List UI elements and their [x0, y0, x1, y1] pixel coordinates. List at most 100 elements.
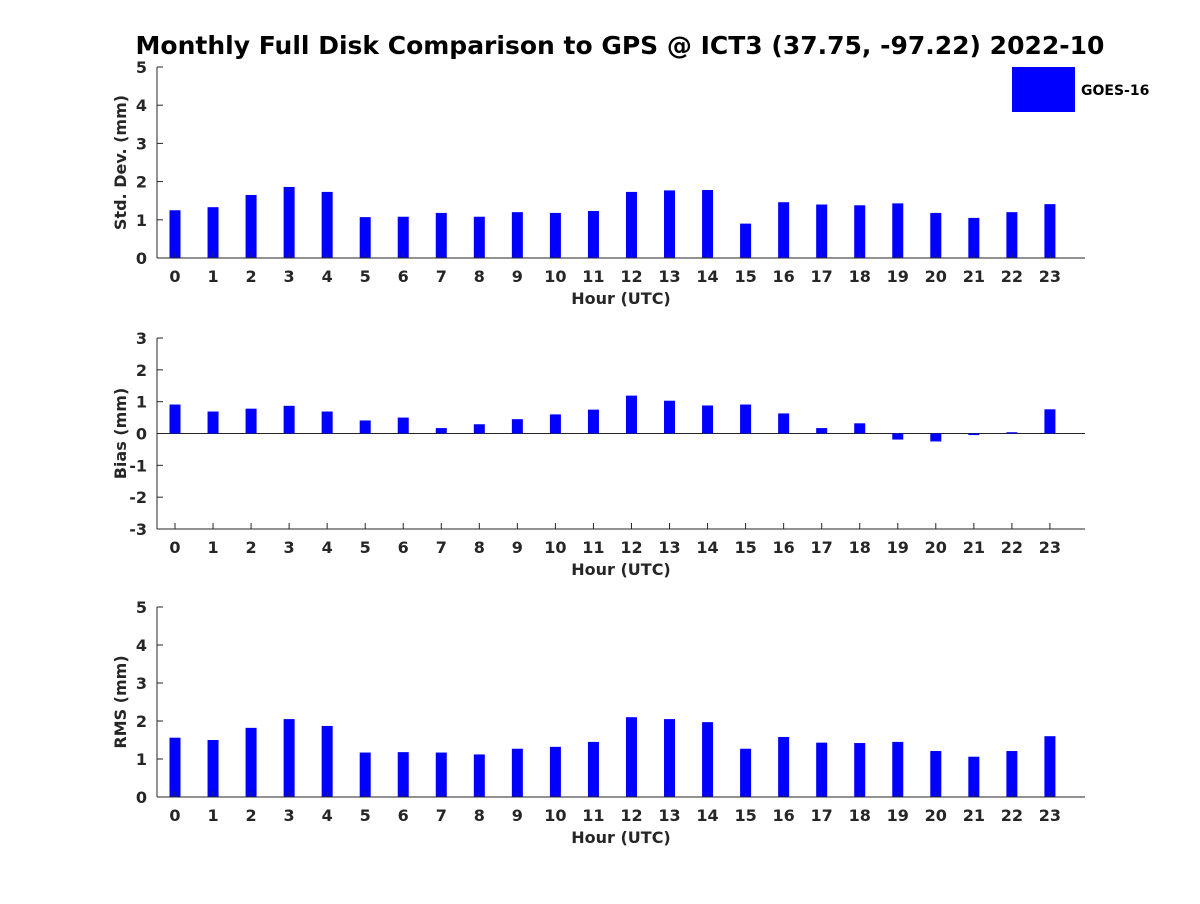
bias-bar-hour-12 — [625, 395, 637, 434]
bias-bar-hour-16 — [778, 413, 790, 434]
std-dev-x-tick-label: 22 — [1001, 267, 1023, 286]
std-dev-bar-hour-12 — [625, 191, 637, 258]
std-dev-x-tick-label: 20 — [925, 267, 947, 286]
rms-bar-hour-4 — [321, 725, 333, 797]
rms-bar-hour-7 — [435, 752, 447, 797]
rms-x-axis-label: Hour (UTC) — [571, 828, 671, 847]
bias-x-tick-label: 9 — [512, 538, 523, 557]
rms-x-tick-label: 6 — [398, 806, 409, 825]
std-dev-bar-hour-4 — [321, 191, 333, 258]
bias-bar-hour-19 — [892, 433, 904, 440]
bias-y-tick-label: 0 — [136, 425, 147, 444]
bias-bar-hour-5 — [359, 420, 371, 434]
std-dev-x-tick-label: 3 — [284, 267, 295, 286]
std-dev-x-tick-label: 0 — [169, 267, 180, 286]
std-dev-y-axis-label: Std. Dev. (mm) — [111, 95, 130, 230]
bias-x-tick-label: 3 — [284, 538, 295, 557]
bias-x-tick-label: 7 — [436, 538, 447, 557]
std-dev-bar-hour-22 — [1006, 212, 1018, 258]
bias-x-tick-label: 2 — [246, 538, 257, 557]
rms-x-tick-label: 10 — [544, 806, 566, 825]
std-dev-bar-hour-21 — [968, 217, 980, 258]
rms-x-tick-label: 1 — [207, 806, 218, 825]
std-dev-bar-hour-2 — [245, 194, 257, 258]
rms-bar-hour-5 — [359, 752, 371, 797]
std-dev-y-tick-label: 3 — [136, 134, 147, 153]
bias-x-tick-label: 6 — [398, 538, 409, 557]
rms-bar-hour-9 — [511, 748, 523, 797]
std-dev-x-tick-label: 7 — [436, 267, 447, 286]
rms-bar-hour-19 — [892, 741, 904, 797]
std-dev-x-tick-label: 14 — [696, 267, 718, 286]
rms-bar-hour-17 — [816, 742, 828, 797]
rms-y-tick-label: 1 — [136, 750, 147, 769]
rms-x-tick-label: 8 — [474, 806, 485, 825]
std-dev-x-tick-label: 1 — [207, 267, 218, 286]
rms-x-tick-label: 22 — [1001, 806, 1023, 825]
std-dev-x-tick-label: 19 — [887, 267, 909, 286]
rms-bar-hour-20 — [930, 751, 942, 797]
bias-x-tick-label: 23 — [1039, 538, 1061, 557]
std-dev-bar-hour-6 — [397, 216, 409, 258]
rms-bar-hour-3 — [283, 719, 295, 797]
bias-bar-hour-9 — [511, 419, 523, 434]
bias-bar-hour-15 — [740, 404, 752, 434]
std-dev-x-tick-label: 9 — [512, 267, 523, 286]
rms-bar-hour-8 — [473, 754, 485, 797]
rms-bar-hour-22 — [1006, 751, 1018, 797]
rms-x-tick-label: 11 — [582, 806, 604, 825]
std-dev-bar-hour-3 — [283, 186, 295, 258]
bias-bar-hour-1 — [207, 411, 219, 434]
rms-x-tick-label: 5 — [360, 806, 371, 825]
bias-bar-hour-0 — [169, 404, 181, 434]
std-dev-y-tick-label: 2 — [136, 173, 147, 192]
bias-y-tick-label: -3 — [129, 520, 147, 539]
bias-bar-hour-14 — [702, 405, 714, 434]
chart-title: Monthly Full Disk Comparison to GPS @ IC… — [136, 31, 1105, 60]
bias-y-tick-label: 2 — [136, 361, 147, 380]
rms-x-tick-label: 7 — [436, 806, 447, 825]
bias-x-tick-label: 14 — [696, 538, 718, 557]
bias-x-tick-label: 19 — [887, 538, 909, 557]
std-dev-bar-hour-9 — [511, 212, 523, 258]
rms-x-tick-label: 9 — [512, 806, 523, 825]
rms-bar-hour-0 — [169, 737, 181, 797]
bias-bar-hour-17 — [816, 428, 828, 434]
std-dev-x-tick-label: 10 — [544, 267, 566, 286]
rms-bar-hour-18 — [854, 743, 866, 797]
bias-x-tick-label: 17 — [811, 538, 833, 557]
bias-x-tick-label: 20 — [925, 538, 947, 557]
std-dev-x-axis-label: Hour (UTC) — [571, 289, 671, 308]
rms-y-tick-label: 2 — [136, 712, 147, 731]
rms-bar-hour-14 — [702, 722, 714, 797]
rms-x-tick-label: 23 — [1039, 806, 1061, 825]
std-dev-bar-hour-18 — [854, 205, 866, 258]
bias-x-tick-label: 8 — [474, 538, 485, 557]
std-dev-bar-hour-20 — [930, 212, 942, 258]
bias-x-tick-label: 18 — [849, 538, 871, 557]
bias-x-tick-label: 22 — [1001, 538, 1023, 557]
rms-x-tick-label: 16 — [773, 806, 795, 825]
std-dev-bar-hour-10 — [549, 212, 561, 258]
std-dev-x-tick-label: 23 — [1039, 267, 1061, 286]
rms-x-tick-label: 17 — [811, 806, 833, 825]
rms-bar-hour-1 — [207, 740, 219, 797]
std-dev-bar-hour-7 — [435, 212, 447, 258]
rms-bar-hour-23 — [1044, 736, 1056, 797]
bias-bar-hour-20 — [930, 433, 942, 442]
rms-x-tick-label: 12 — [620, 806, 642, 825]
std-dev-bar-hour-14 — [702, 190, 714, 258]
legend: GOES-16 — [1012, 67, 1149, 112]
rms-bar-hour-21 — [968, 756, 980, 797]
std-dev-bar-hour-23 — [1044, 204, 1056, 258]
rms-x-tick-label: 19 — [887, 806, 909, 825]
bias-bar-hour-23 — [1044, 409, 1056, 434]
std-dev-x-tick-label: 12 — [620, 267, 642, 286]
rms-bar-hour-13 — [664, 719, 676, 797]
rms-x-tick-label: 13 — [658, 806, 680, 825]
rms-bar-hour-16 — [778, 736, 790, 797]
